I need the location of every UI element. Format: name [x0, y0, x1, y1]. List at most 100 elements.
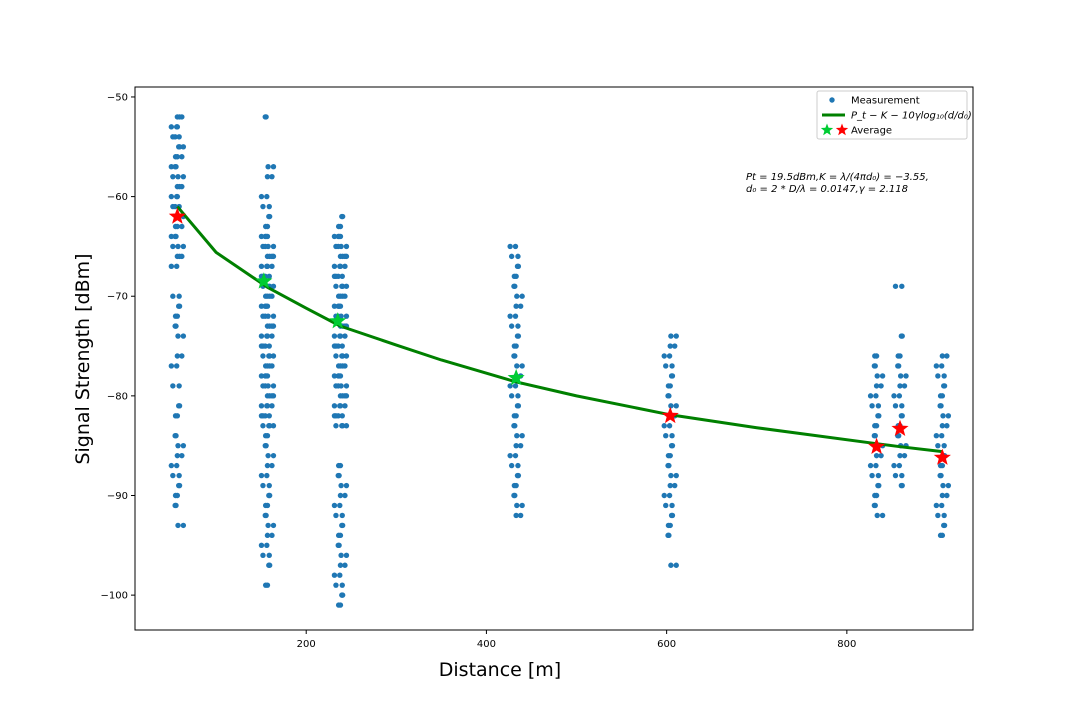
y-tick-label: −70 — [107, 292, 128, 303]
measurement-point — [873, 423, 880, 429]
measurement-point — [172, 323, 178, 329]
measurement-point — [331, 572, 338, 578]
measurement-point — [941, 442, 947, 449]
measurement-point — [174, 124, 181, 130]
measurement-point — [873, 492, 880, 499]
measurement-point — [899, 413, 905, 419]
measurement-point — [668, 472, 674, 479]
measurement-point — [266, 492, 273, 499]
measurement-point — [266, 343, 272, 349]
measurement-point — [511, 423, 517, 429]
measurement-point — [176, 134, 182, 140]
measurement-point — [264, 542, 270, 549]
measurement-point — [891, 462, 897, 469]
measurement-point — [174, 223, 181, 230]
measurement-point — [508, 393, 515, 399]
measurement-point — [172, 502, 178, 509]
measurement-point — [515, 403, 522, 409]
y-tick-label: −80 — [107, 391, 128, 402]
measurement-point — [337, 492, 344, 499]
measurement-point — [333, 423, 339, 429]
measurement-point — [180, 243, 187, 250]
legend-measurement-label: Measurement — [851, 96, 920, 107]
measurement-point — [262, 313, 268, 319]
measurement-point — [939, 433, 945, 439]
measurement-point — [339, 293, 346, 299]
measurement-point — [174, 154, 181, 160]
measurement-point — [262, 343, 268, 349]
measurement-point — [176, 183, 183, 190]
measurement-point — [258, 193, 265, 200]
measurement-point — [337, 462, 344, 469]
measurement-point — [873, 452, 880, 459]
measurement-point — [933, 502, 940, 509]
measurement-point — [264, 173, 271, 180]
legend-average-markers — [820, 123, 849, 136]
x-axis-ticks: 200 400 600 800 — [297, 630, 856, 650]
y-tick-label: −60 — [107, 192, 128, 203]
measurement-point — [170, 293, 176, 299]
measurement-point — [669, 502, 675, 509]
measurement-point — [339, 582, 345, 588]
average-star — [168, 207, 186, 224]
measurement-point — [673, 562, 679, 568]
measurement-point — [515, 393, 521, 399]
measurement-point — [172, 203, 178, 210]
measurement-point — [663, 433, 669, 439]
measurement-point — [899, 283, 905, 289]
measurement-point — [258, 343, 265, 349]
measurement-point — [941, 512, 947, 519]
measurement-point — [270, 313, 277, 319]
measurement-point — [867, 393, 874, 399]
measurement-point — [507, 243, 513, 250]
measurement-point — [891, 393, 897, 399]
measurement-point — [266, 363, 273, 369]
measurement-point — [260, 552, 266, 558]
measurement-point — [262, 413, 268, 419]
measurement-point — [168, 462, 175, 469]
measurement-point — [264, 333, 271, 339]
legend-model-label: P_t − K − 10γlog₁₀(d/d₀) — [851, 111, 972, 122]
measurement-point — [944, 353, 950, 359]
measurement-point — [939, 462, 946, 469]
measurement-point — [337, 572, 343, 578]
measurement-point — [338, 482, 344, 489]
measurement-point — [339, 343, 345, 349]
measurement-point — [176, 253, 183, 260]
measurement-point — [666, 423, 673, 429]
measurement-point — [939, 423, 946, 429]
measurement-point — [342, 263, 348, 270]
measurement-point — [262, 512, 268, 519]
measurement-point — [264, 223, 271, 230]
measurement-point — [508, 253, 515, 260]
measurement-point — [941, 383, 948, 389]
measurement-point — [269, 263, 275, 270]
measurement-point — [513, 303, 519, 309]
measurement-point — [875, 472, 882, 479]
measurement-point — [513, 413, 519, 419]
measurement-point — [179, 223, 185, 230]
measurement-point — [266, 552, 272, 558]
measurement-point — [258, 303, 265, 309]
measurement-point — [264, 303, 271, 309]
measurement-point — [333, 582, 339, 588]
measurement-point — [879, 512, 886, 519]
measurement-point — [665, 532, 671, 539]
measurement-point — [331, 263, 338, 270]
measurement-point — [937, 472, 943, 479]
measurement-point — [180, 442, 187, 449]
measurement-point — [176, 472, 182, 479]
measurement-point — [897, 383, 903, 389]
measurement-point — [172, 433, 178, 439]
measurement-point — [172, 164, 178, 170]
measurement-point — [869, 472, 875, 479]
measurement-point — [939, 393, 946, 399]
measurement-point — [944, 492, 950, 499]
measurement-point — [665, 462, 671, 469]
measurement-point — [258, 542, 265, 549]
measurement-point — [339, 253, 346, 260]
measurement-point — [343, 313, 350, 319]
measurement-point — [935, 373, 941, 379]
measurement-point — [335, 472, 341, 479]
measurement-point — [669, 433, 675, 439]
